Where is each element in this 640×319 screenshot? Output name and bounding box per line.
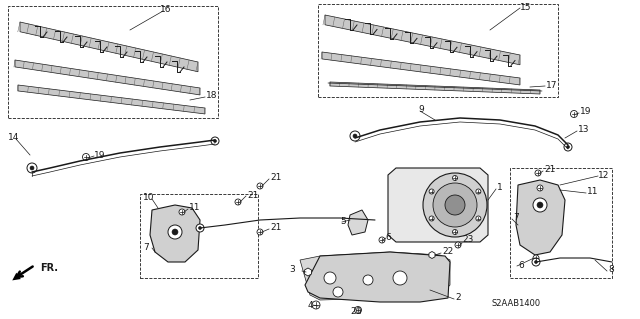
Polygon shape — [15, 60, 200, 95]
Polygon shape — [300, 252, 450, 300]
Polygon shape — [20, 22, 198, 72]
Circle shape — [433, 183, 477, 227]
Circle shape — [429, 216, 434, 221]
Circle shape — [379, 237, 385, 243]
Circle shape — [533, 198, 547, 212]
Circle shape — [211, 137, 219, 145]
Text: 6: 6 — [518, 261, 524, 270]
Text: 21: 21 — [544, 166, 556, 174]
Text: S2AAB1400: S2AAB1400 — [492, 300, 541, 308]
Text: 21: 21 — [270, 224, 282, 233]
Text: 6: 6 — [385, 233, 391, 241]
Circle shape — [564, 143, 572, 151]
Text: 13: 13 — [578, 125, 589, 135]
Bar — [318, 4, 558, 97]
Text: 8: 8 — [608, 265, 614, 275]
Polygon shape — [150, 205, 200, 262]
Circle shape — [532, 258, 540, 266]
Text: 10: 10 — [143, 194, 154, 203]
Circle shape — [235, 199, 241, 205]
Text: 15: 15 — [520, 3, 531, 11]
Circle shape — [423, 173, 487, 237]
Circle shape — [83, 153, 90, 160]
Circle shape — [429, 189, 434, 194]
Circle shape — [537, 202, 543, 208]
Text: 7: 7 — [513, 213, 519, 222]
Circle shape — [533, 255, 539, 261]
Circle shape — [257, 183, 263, 189]
Circle shape — [324, 272, 336, 284]
Text: 3: 3 — [289, 265, 295, 275]
Circle shape — [30, 166, 34, 170]
Text: 19: 19 — [94, 151, 106, 160]
Text: 22: 22 — [442, 248, 453, 256]
Text: 16: 16 — [160, 5, 172, 14]
Polygon shape — [330, 82, 540, 94]
Polygon shape — [348, 210, 368, 235]
Circle shape — [534, 261, 538, 263]
Circle shape — [312, 301, 320, 309]
Text: 14: 14 — [8, 133, 19, 143]
Text: 18: 18 — [206, 92, 218, 100]
Text: 17: 17 — [546, 80, 557, 90]
Text: 5: 5 — [340, 218, 346, 226]
Bar — [140, 194, 258, 278]
Circle shape — [355, 307, 362, 314]
Circle shape — [566, 145, 570, 149]
Circle shape — [570, 110, 577, 117]
Bar — [8, 6, 218, 118]
Text: 21: 21 — [270, 174, 282, 182]
Circle shape — [214, 139, 216, 143]
Circle shape — [445, 195, 465, 215]
Circle shape — [535, 170, 541, 176]
Polygon shape — [305, 252, 450, 302]
Circle shape — [452, 175, 458, 181]
Polygon shape — [325, 15, 520, 65]
Circle shape — [27, 163, 37, 173]
Circle shape — [257, 229, 263, 235]
Circle shape — [333, 287, 343, 297]
Circle shape — [353, 134, 357, 138]
Circle shape — [168, 225, 182, 239]
Text: 19: 19 — [580, 108, 591, 116]
Circle shape — [476, 216, 481, 221]
Polygon shape — [305, 268, 312, 276]
Circle shape — [537, 185, 543, 191]
Circle shape — [196, 224, 204, 232]
Text: 11: 11 — [587, 188, 598, 197]
Text: 1: 1 — [497, 183, 503, 192]
Circle shape — [452, 229, 458, 234]
Circle shape — [476, 189, 481, 194]
Polygon shape — [388, 168, 488, 242]
Text: 9: 9 — [418, 106, 424, 115]
Text: 20: 20 — [350, 308, 362, 316]
Text: 7: 7 — [143, 243, 148, 253]
Text: 4: 4 — [308, 301, 314, 310]
Text: FR.: FR. — [40, 263, 58, 273]
Circle shape — [363, 275, 373, 285]
Circle shape — [393, 271, 407, 285]
Polygon shape — [18, 85, 205, 114]
Polygon shape — [322, 52, 520, 85]
Circle shape — [455, 242, 461, 248]
Text: 2: 2 — [455, 293, 461, 302]
Text: 11: 11 — [189, 204, 200, 212]
Text: 23: 23 — [462, 235, 474, 244]
Bar — [510, 168, 612, 278]
Text: 12: 12 — [598, 170, 609, 180]
Circle shape — [172, 229, 178, 235]
Circle shape — [179, 209, 185, 215]
Circle shape — [198, 226, 202, 229]
Polygon shape — [429, 251, 435, 258]
Polygon shape — [516, 180, 565, 255]
Circle shape — [350, 131, 360, 141]
Text: 21: 21 — [247, 190, 259, 199]
